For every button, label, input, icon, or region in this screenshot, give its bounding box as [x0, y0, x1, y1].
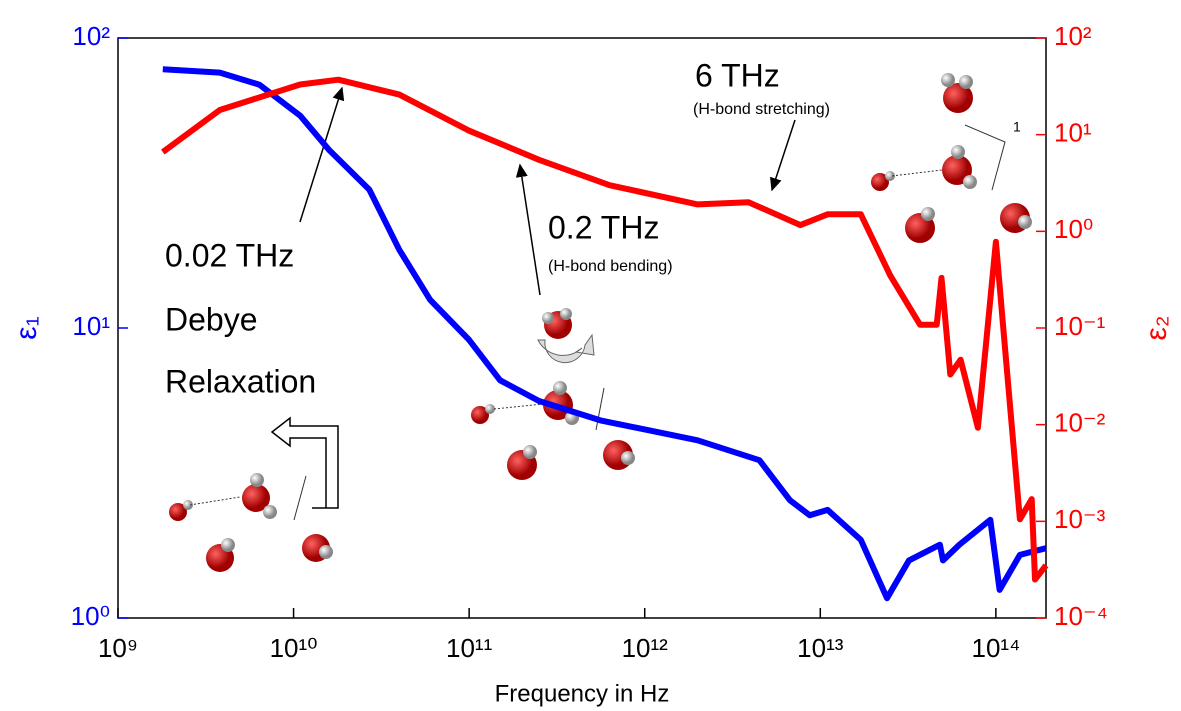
x-tick-label: 10¹¹: [446, 633, 493, 663]
x-tick-label: 10¹⁴: [971, 633, 1020, 663]
y-tick-label: 10²: [72, 21, 110, 51]
y-tick-label: 10⁰: [71, 601, 110, 631]
y2-tick-label: 10⁻³: [1054, 504, 1106, 534]
x-axis-label: Frequency in Hz: [495, 680, 670, 707]
molecule-cluster: [871, 73, 1032, 243]
annotation: 0.2 THz: [548, 209, 659, 245]
y-axis-label: ε₁: [10, 316, 43, 340]
y2-axis-label: ε₂: [1140, 315, 1173, 340]
annotation: Relaxation: [165, 363, 316, 399]
y2-tick-label: 10⁻²: [1054, 408, 1106, 438]
y2-tick-label: 10⁻⁴: [1054, 601, 1108, 631]
rotation-arrow: [537, 333, 595, 364]
x-tick-label: 10¹⁰: [270, 633, 318, 663]
molecule-cluster: [169, 473, 333, 572]
y2-tick-label: 10²: [1054, 21, 1092, 51]
series-line: [161, 76, 1049, 583]
x-tick-label: 10⁹: [98, 633, 138, 663]
annotation: (H-bond stretching): [693, 101, 830, 118]
annotation: 0.02 THz: [165, 237, 294, 273]
y2-tick-label: 10⁰: [1054, 214, 1093, 244]
y2-tick-label: 10¹: [1054, 118, 1092, 148]
x-tick-label: 10¹²: [622, 633, 669, 663]
series-line: [162, 66, 1047, 602]
arrow: [515, 163, 541, 296]
annotation: (H-bond bending): [548, 258, 673, 275]
annotation: 1: [1013, 119, 1021, 135]
y-tick-label: 10¹: [72, 311, 110, 341]
molecule-cluster: [471, 308, 635, 480]
y2-tick-label: 10⁻¹: [1054, 311, 1106, 341]
arrow: [770, 119, 796, 192]
annotation: Debye: [165, 301, 258, 337]
x-tick-label: 10¹³: [797, 633, 844, 663]
rotation-arrow: [270, 416, 339, 509]
arrow: [299, 86, 345, 223]
annotation: 6 THz: [695, 57, 780, 93]
